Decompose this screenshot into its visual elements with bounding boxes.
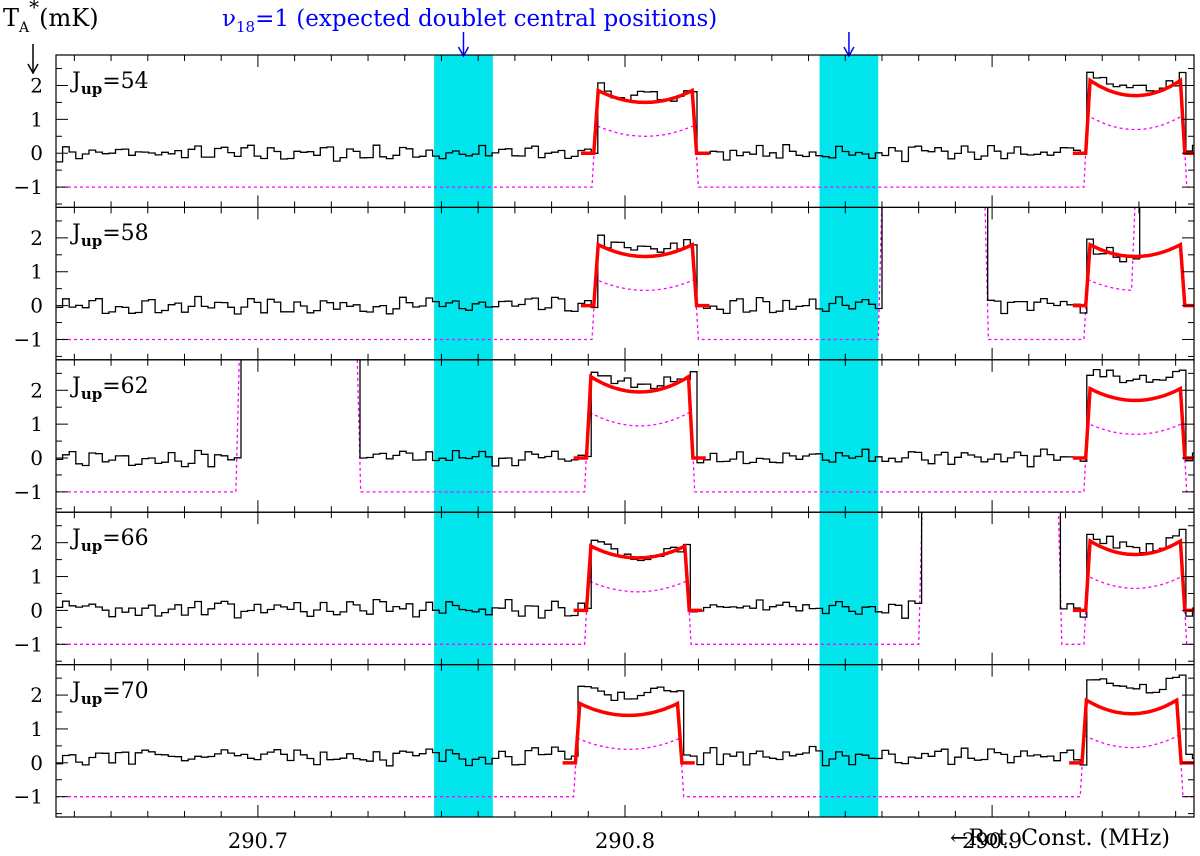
panel-label-sub: up [80,232,103,251]
y-axis-title: TA*(mK) [3,0,99,36]
panel-label-value: =62 [102,373,149,399]
model-curve [56,733,1194,798]
y-tick-label: −1 [14,480,43,504]
fit-curve-1 [580,87,710,155]
model-curve [56,114,1194,188]
panel-label-value: =58 [102,221,149,247]
observed-spectrum [56,359,1194,468]
x-tick-label: 290.9 [962,829,1022,853]
fit-curve-1 [580,242,710,308]
x-axis-title: ←Rot. Const. (MHz) [950,826,1170,851]
fit-curve-1 [562,700,695,765]
panel-label-j: J [72,221,81,247]
panel-label-value: =66 [102,526,149,552]
band-arrowhead-1 [457,46,470,58]
y-tick-label: 1 [30,717,43,741]
observed-spectrum [56,674,1194,767]
y-tick-label: 0 [30,294,43,318]
fit-curve-1 [573,373,706,460]
y-tick-label: 0 [30,751,43,775]
x-tick-label: 290.7 [228,829,288,853]
panel-label-sub: up [80,537,103,556]
y-tick-label: −1 [14,175,43,199]
panel-label: Jup=58 [72,221,149,250]
fit-curve-1 [573,543,703,613]
model-curve [56,359,1194,493]
panel-label-j: J [72,526,81,552]
y-tick-label: 1 [30,412,43,436]
panel-frame [55,206,1195,361]
panel-1: −1 0 1 2 [14,54,1195,208]
panel-label-j: J [72,373,81,399]
y-tick-label: 1 [30,107,43,131]
panel-label-j: J [72,69,81,94]
fit-curve-2 [1072,77,1194,155]
y-tick-label: 0 [30,598,43,622]
model-curve [56,512,1194,645]
panel-3: −1 0 1 2 [14,359,1195,513]
panel-frame [55,54,1195,208]
y-axis-title-main: T [3,4,20,32]
chart-title-subscript: 18 [235,18,256,36]
y-axis-title-subscript: A [19,20,30,36]
y-tick-label: 2 [30,531,43,555]
y-tick-label: 2 [30,378,43,402]
observed-spectrum [56,71,1194,163]
panel-label-sub: up [80,384,103,403]
fit-curve-2 [1072,385,1194,460]
panel-5: −1 0 1 2 [14,663,1195,818]
panel-label: Jup=70 [72,678,149,708]
x-axis-arrow: ← [950,826,969,851]
y-tick-label: −1 [14,785,43,809]
y-tick-label: 1 [30,260,43,284]
band-arrowhead-2 [843,46,855,58]
x-tick-label: 290.8 [595,829,655,853]
ylabel-arrowhead [27,63,39,75]
panel-label-sub: up [80,689,103,708]
chart-title-nu: ν [222,6,236,32]
panel-4: −1 0 1 2 [14,511,1195,666]
panel-label-value: =54 [102,69,149,94]
y-tick-label: 2 [30,73,43,97]
y-axis-title-unit: (mK) [39,4,99,32]
fit-curve-2 [1072,241,1194,308]
y-axis-title-superscript: * [29,0,40,19]
y-tick-label: 2 [30,683,43,707]
panel-frame [55,511,1195,666]
y-tick-label: 0 [30,141,43,165]
fit-curve-2 [1069,697,1194,765]
panel-label-j: J [72,678,81,704]
panel-2: −1 0 1 2 [14,206,1195,361]
observed-spectrum [56,207,1141,315]
panel-label: Jup=62 [72,373,149,403]
panel-label: Jup=54 [72,69,149,98]
y-tick-label: 0 [30,446,43,470]
fit-curve-2 [1072,538,1194,613]
y-tick-label: −1 [14,632,43,656]
panel-frame [55,359,1195,513]
observed-spectrum [56,512,1194,619]
chart-title: ν18=1 (expected doublet central position… [222,6,718,36]
chart-title-rest: =1 (expected doublet central positions) [255,6,718,32]
highlight-band-2 [819,55,879,817]
panel-label-value: =70 [102,678,149,704]
panel-frame [55,663,1195,818]
x-axis-title-text: Rot. Const. (MHz) [968,826,1170,851]
y-tick-label: 2 [30,226,43,250]
y-tick-label: −1 [14,327,43,351]
y-tick-label: 1 [30,565,43,589]
highlight-band-1 [434,55,493,817]
panel-label-sub: up [80,80,103,98]
panel-label: Jup=66 [72,526,149,555]
